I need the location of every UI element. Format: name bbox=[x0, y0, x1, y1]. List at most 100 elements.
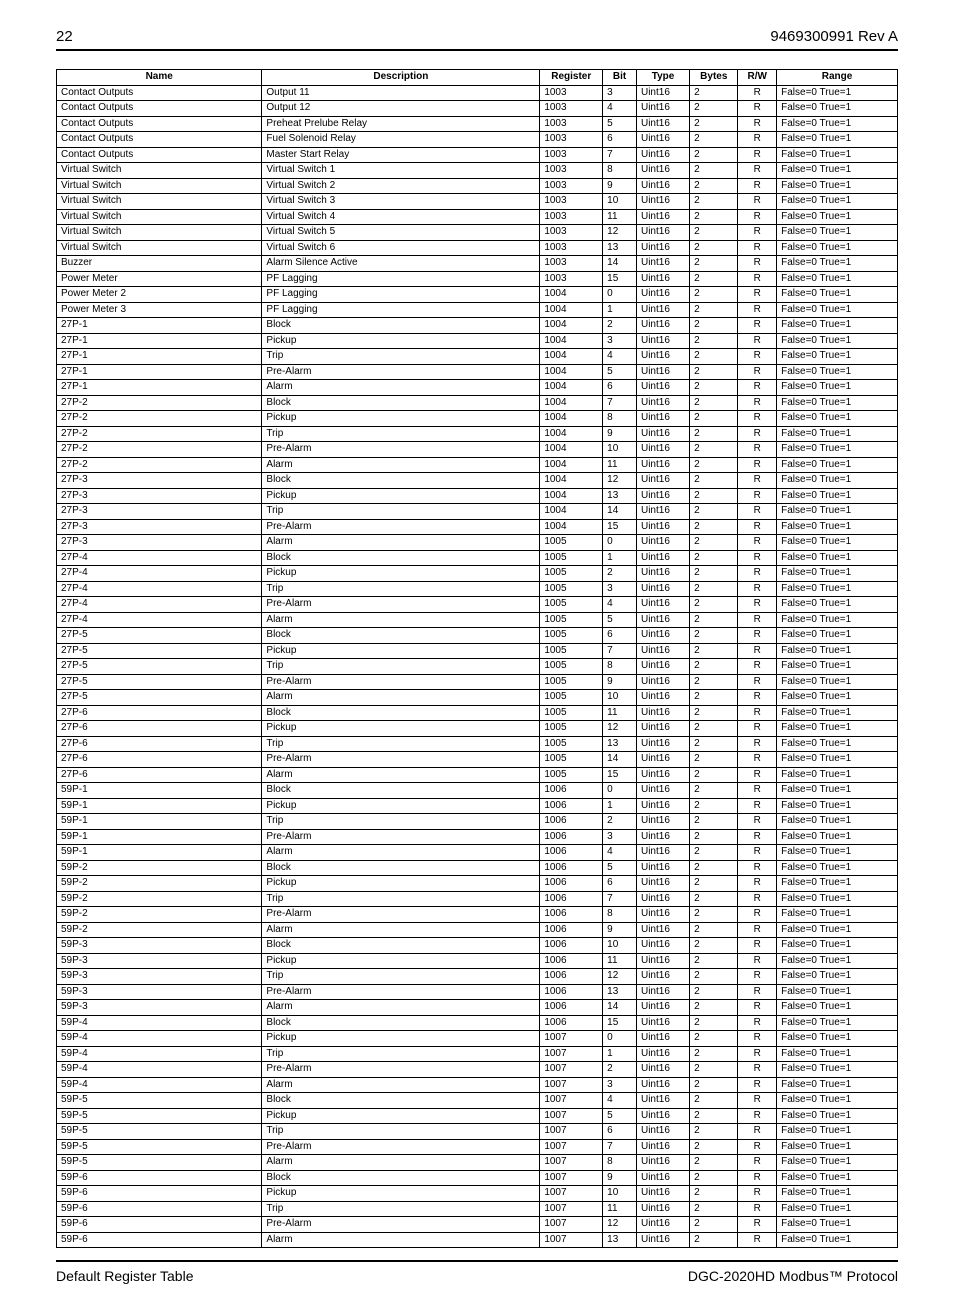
table-cell: 0 bbox=[603, 535, 637, 551]
footer-left: Default Register Table bbox=[56, 1268, 193, 1284]
table-cell: 1007 bbox=[540, 1077, 603, 1093]
table-cell: Alarm bbox=[262, 612, 540, 628]
table-cell: R bbox=[738, 473, 777, 489]
table-cell: 27P-2 bbox=[57, 411, 262, 427]
table-cell: 2 bbox=[690, 101, 738, 117]
table-cell: 59P-6 bbox=[57, 1170, 262, 1186]
table-cell: Alarm bbox=[262, 1077, 540, 1093]
table-cell: R bbox=[738, 814, 777, 830]
table-cell: False=0 True=1 bbox=[777, 147, 898, 163]
table-cell: Uint16 bbox=[636, 891, 689, 907]
table-cell: Alarm bbox=[262, 845, 540, 861]
table-cell: R bbox=[738, 1232, 777, 1248]
table-cell: R bbox=[738, 566, 777, 582]
table-row: 59P-3Block100610Uint162RFalse=0 True=1 bbox=[57, 938, 898, 954]
table-cell: 8 bbox=[603, 163, 637, 179]
table-cell: 1003 bbox=[540, 85, 603, 101]
table-cell: Uint16 bbox=[636, 907, 689, 923]
table-row: Contact OutputsFuel Solenoid Relay10036U… bbox=[57, 132, 898, 148]
table-cell: 1007 bbox=[540, 1046, 603, 1062]
table-cell: 1007 bbox=[540, 1155, 603, 1171]
table-row: 27P-4Block10051Uint162RFalse=0 True=1 bbox=[57, 550, 898, 566]
table-cell: R bbox=[738, 194, 777, 210]
table-cell: 2 bbox=[690, 907, 738, 923]
table-cell: 59P-3 bbox=[57, 984, 262, 1000]
table-cell: 2 bbox=[603, 1062, 637, 1078]
table-cell: 59P-4 bbox=[57, 1031, 262, 1047]
table-cell: False=0 True=1 bbox=[777, 1077, 898, 1093]
table-cell: Uint16 bbox=[636, 1062, 689, 1078]
table-cell: False=0 True=1 bbox=[777, 938, 898, 954]
table-row: 27P-3Pickup100413Uint162RFalse=0 True=1 bbox=[57, 488, 898, 504]
table-cell: 1006 bbox=[540, 969, 603, 985]
table-cell: 0 bbox=[603, 287, 637, 303]
page: 22 9469300991 Rev A Name Description Reg… bbox=[0, 0, 954, 1304]
table-row: 59P-5Pre-Alarm10077Uint162RFalse=0 True=… bbox=[57, 1139, 898, 1155]
table-cell: Block bbox=[262, 628, 540, 644]
table-cell: 10 bbox=[603, 1186, 637, 1202]
table-cell: False=0 True=1 bbox=[777, 922, 898, 938]
table-row: Virtual SwitchVirtual Switch 110038Uint1… bbox=[57, 163, 898, 179]
table-cell: 10 bbox=[603, 194, 637, 210]
table-cell: 10 bbox=[603, 442, 637, 458]
table-cell: R bbox=[738, 85, 777, 101]
table-cell: R bbox=[738, 581, 777, 597]
table-cell: R bbox=[738, 1124, 777, 1140]
table-cell: 1006 bbox=[540, 876, 603, 892]
col-header-bytes: Bytes bbox=[690, 70, 738, 86]
table-cell: 59P-2 bbox=[57, 907, 262, 923]
table-cell: False=0 True=1 bbox=[777, 519, 898, 535]
table-cell: 2 bbox=[603, 566, 637, 582]
table-cell: R bbox=[738, 1108, 777, 1124]
table-cell: 59P-4 bbox=[57, 1062, 262, 1078]
table-cell: 10 bbox=[603, 938, 637, 954]
table-row: 59P-6Trip100711Uint162RFalse=0 True=1 bbox=[57, 1201, 898, 1217]
table-cell: 12 bbox=[603, 473, 637, 489]
table-cell: Trip bbox=[262, 659, 540, 675]
table-cell: Uint16 bbox=[636, 535, 689, 551]
table-cell: 8 bbox=[603, 907, 637, 923]
table-row: 27P-1Block10042Uint162RFalse=0 True=1 bbox=[57, 318, 898, 334]
table-cell: False=0 True=1 bbox=[777, 1000, 898, 1016]
table-cell: 3 bbox=[603, 333, 637, 349]
table-cell: 2 bbox=[690, 845, 738, 861]
table-cell: R bbox=[738, 705, 777, 721]
table-cell: Pre-Alarm bbox=[262, 442, 540, 458]
table-cell: 59P-4 bbox=[57, 1077, 262, 1093]
table-cell: Uint16 bbox=[636, 1000, 689, 1016]
table-cell: Virtual Switch 6 bbox=[262, 240, 540, 256]
table-cell: R bbox=[738, 736, 777, 752]
table-cell: 27P-4 bbox=[57, 581, 262, 597]
table-cell: R bbox=[738, 1046, 777, 1062]
table-cell: 1005 bbox=[540, 643, 603, 659]
table-cell: Uint16 bbox=[636, 116, 689, 132]
table-cell: 1004 bbox=[540, 364, 603, 380]
table-cell: 2 bbox=[690, 1170, 738, 1186]
table-cell: 13 bbox=[603, 736, 637, 752]
table-cell: False=0 True=1 bbox=[777, 953, 898, 969]
table-cell: 15 bbox=[603, 1015, 637, 1031]
table-row: 27P-3Block100412Uint162RFalse=0 True=1 bbox=[57, 473, 898, 489]
table-cell: 12 bbox=[603, 721, 637, 737]
table-cell: R bbox=[738, 1170, 777, 1186]
table-cell: R bbox=[738, 767, 777, 783]
table-cell: R bbox=[738, 225, 777, 241]
table-cell: 15 bbox=[603, 519, 637, 535]
table-cell: 2 bbox=[690, 721, 738, 737]
table-cell: 2 bbox=[690, 395, 738, 411]
table-cell: False=0 True=1 bbox=[777, 860, 898, 876]
table-cell: 59P-6 bbox=[57, 1217, 262, 1233]
table-cell: 2 bbox=[690, 1000, 738, 1016]
table-row: Virtual SwitchVirtual Switch 4100311Uint… bbox=[57, 209, 898, 225]
table-cell: Pickup bbox=[262, 333, 540, 349]
table-cell: R bbox=[738, 628, 777, 644]
table-cell: 2 bbox=[690, 380, 738, 396]
table-cell: 1004 bbox=[540, 488, 603, 504]
table-cell: R bbox=[738, 411, 777, 427]
table-cell: 1 bbox=[603, 550, 637, 566]
table-cell: False=0 True=1 bbox=[777, 442, 898, 458]
table-cell: Uint16 bbox=[636, 1077, 689, 1093]
table-cell: 12 bbox=[603, 1217, 637, 1233]
table-cell: 9 bbox=[603, 178, 637, 194]
table-cell: Uint16 bbox=[636, 876, 689, 892]
